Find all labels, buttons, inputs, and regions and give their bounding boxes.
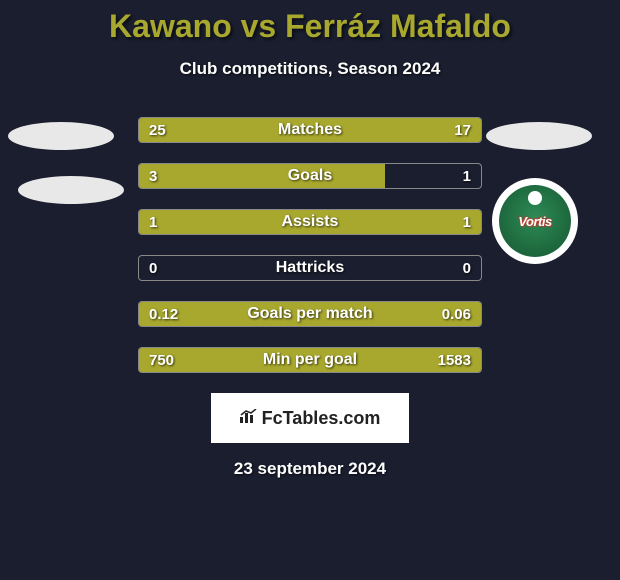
page-title: Kawano vs Ferráz Mafaldo xyxy=(0,8,620,45)
stat-value-right: 1 xyxy=(463,210,471,234)
stat-row: 25Matches17 xyxy=(138,117,482,143)
stat-value-right: 0.06 xyxy=(442,302,471,326)
chart-icon xyxy=(240,409,258,428)
left-player-ellipse-2 xyxy=(18,176,124,204)
subtitle: Club competitions, Season 2024 xyxy=(0,59,620,79)
stat-row: 3Goals1 xyxy=(138,163,482,189)
club-logo-text: Vortis xyxy=(518,214,551,229)
stats-bars: 25Matches173Goals11Assists10Hattricks00.… xyxy=(138,117,482,373)
stat-value-right: 0 xyxy=(463,256,471,280)
stat-row: 0.12Goals per match0.06 xyxy=(138,301,482,327)
club-logo-ball-icon xyxy=(528,191,542,205)
footer-brand: FcTables.com xyxy=(240,408,381,429)
stat-label: Min per goal xyxy=(139,348,481,372)
stat-value-right: 1 xyxy=(463,164,471,188)
date-text: 23 september 2024 xyxy=(0,459,620,479)
left-player-ellipse-1 xyxy=(8,122,114,150)
stat-label: Matches xyxy=(139,118,481,142)
club-logo: Vortis xyxy=(492,178,578,264)
stat-label: Goals per match xyxy=(139,302,481,326)
comparison-infographic: Kawano vs Ferráz Mafaldo Club competitio… xyxy=(0,0,620,479)
stat-row: 750Min per goal1583 xyxy=(138,347,482,373)
stat-value-right: 17 xyxy=(454,118,471,142)
stat-value-right: 1583 xyxy=(438,348,471,372)
club-logo-inner: Vortis xyxy=(499,185,571,257)
right-player-ellipse-1 xyxy=(486,122,592,150)
stat-label: Goals xyxy=(139,164,481,188)
stat-label: Assists xyxy=(139,210,481,234)
stat-row: 1Assists1 xyxy=(138,209,482,235)
stat-row: 0Hattricks0 xyxy=(138,255,482,281)
footer-brand-text: FcTables.com xyxy=(262,408,381,429)
footer-brand-box: FcTables.com xyxy=(211,393,409,443)
stat-label: Hattricks xyxy=(139,256,481,280)
